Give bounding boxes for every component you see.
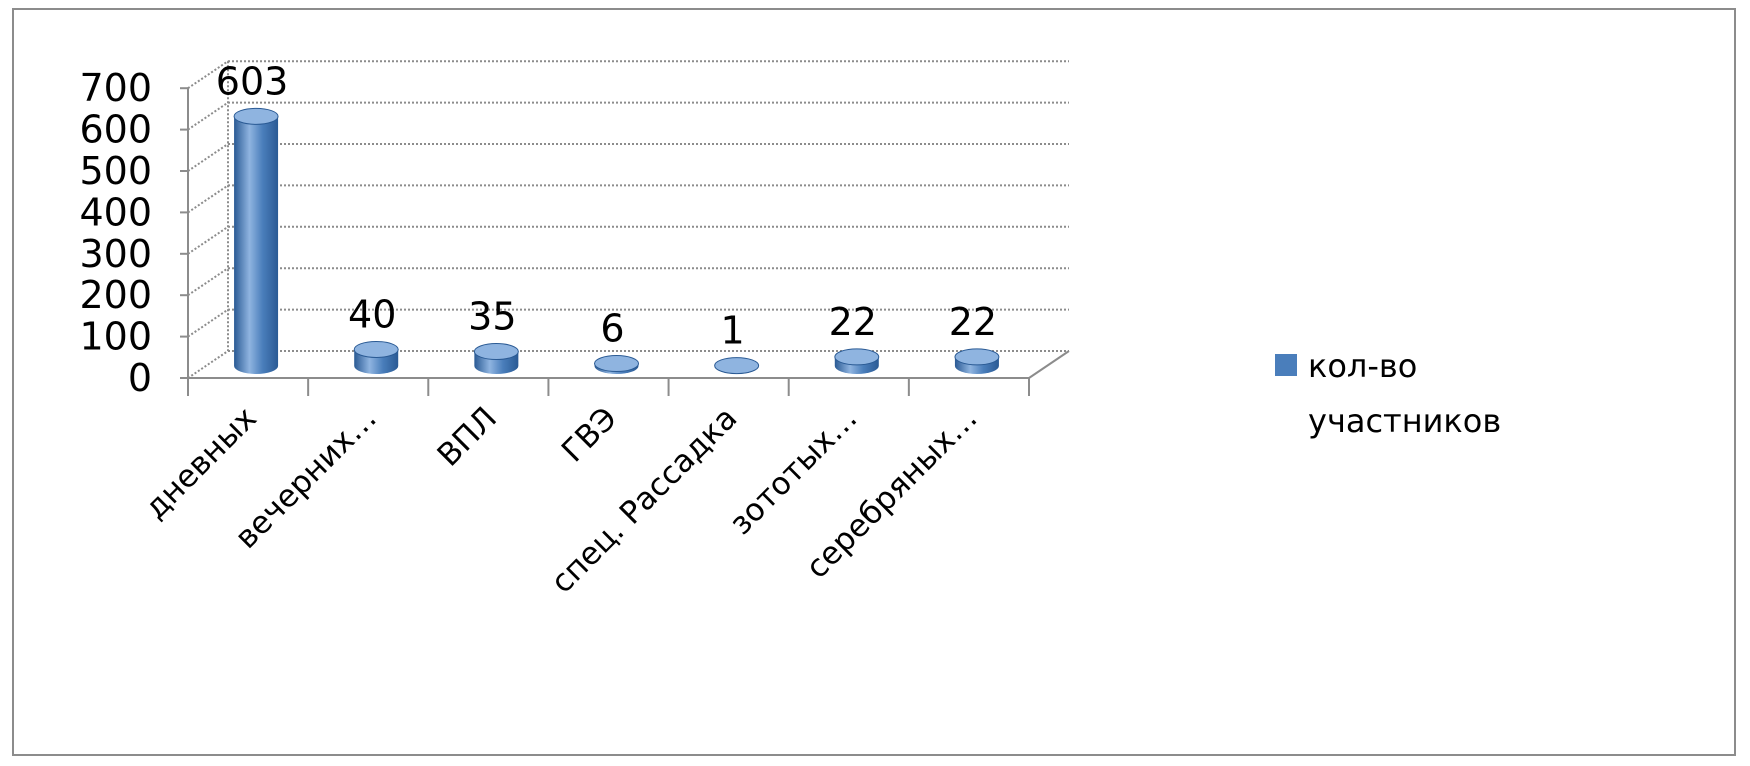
bar bbox=[233, 107, 279, 374]
side-wall-line bbox=[187, 101, 229, 131]
bar bbox=[594, 355, 639, 374]
bar-top bbox=[353, 340, 399, 358]
bar-top bbox=[473, 343, 519, 361]
side-wall-line bbox=[187, 225, 229, 255]
y-tick-label: 600 bbox=[79, 108, 152, 152]
data-label: 603 bbox=[216, 59, 289, 103]
side-wall-line bbox=[187, 60, 229, 90]
y-tick-label: 500 bbox=[79, 149, 152, 193]
bar-top bbox=[954, 348, 1000, 366]
bar bbox=[353, 340, 399, 374]
data-label: 35 bbox=[468, 295, 516, 339]
x-tick-label: дневных bbox=[138, 400, 264, 526]
bar-top bbox=[233, 107, 279, 125]
x-tick-label: ГВЭ bbox=[555, 400, 624, 469]
bar-top bbox=[714, 357, 760, 375]
data-labels: 603 40 35 6 1 22 22 bbox=[216, 59, 997, 352]
y-tick-label: 700 bbox=[79, 66, 152, 110]
y-tick-label: 400 bbox=[79, 190, 152, 234]
data-label: 40 bbox=[348, 292, 396, 336]
floor-edge bbox=[1028, 350, 1070, 379]
gridlines bbox=[187, 60, 1070, 379]
bar bbox=[714, 357, 760, 375]
bars bbox=[233, 107, 1000, 375]
bar-top bbox=[594, 355, 639, 373]
bar-body bbox=[234, 116, 279, 374]
data-label: 1 bbox=[721, 309, 745, 353]
side-wall-line bbox=[187, 143, 229, 172]
x-tick-label: ВПЛ bbox=[431, 400, 504, 473]
data-label: 22 bbox=[829, 300, 877, 344]
side-wall-line bbox=[187, 184, 229, 214]
legend-label-line2: участников bbox=[1308, 402, 1501, 440]
y-tick-label: 0 bbox=[128, 356, 152, 400]
bar bbox=[473, 343, 519, 374]
side-wall-line bbox=[187, 308, 229, 338]
y-tick-label: 100 bbox=[79, 315, 152, 359]
y-tick-label: 300 bbox=[79, 232, 152, 276]
data-label: 6 bbox=[600, 307, 624, 351]
y-tick-label: 200 bbox=[79, 273, 152, 317]
bar bbox=[954, 348, 1000, 374]
data-label: 22 bbox=[949, 300, 997, 344]
legend-label-line1: кол-во bbox=[1308, 347, 1417, 385]
chart-frame: 0 100 200 300 400 500 600 700 603 40 35 6 1 22 22 дневн… bbox=[12, 8, 1736, 756]
legend: кол-во участников bbox=[1275, 347, 1501, 440]
legend-swatch bbox=[1275, 354, 1297, 376]
bar bbox=[834, 348, 880, 374]
side-wall-line bbox=[187, 350, 229, 379]
bar-top bbox=[834, 348, 880, 366]
side-wall-line bbox=[187, 267, 229, 297]
